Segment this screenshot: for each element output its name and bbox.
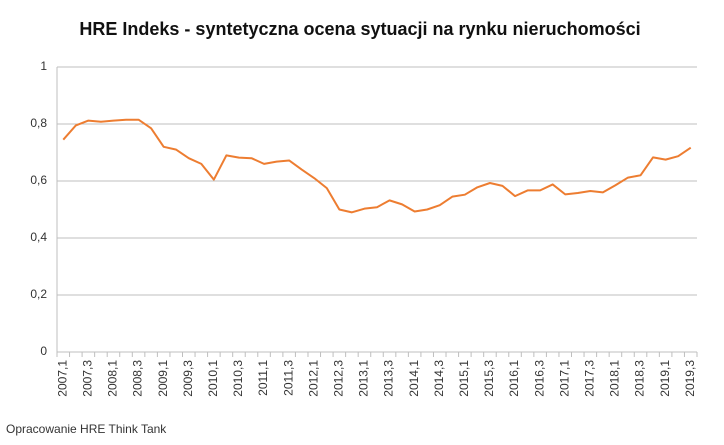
x-tick-label: 2015,3 bbox=[482, 360, 496, 397]
x-tick-label: 2012,3 bbox=[332, 360, 346, 397]
x-tick-label: 2017,3 bbox=[583, 360, 597, 397]
y-tick-label: 0,8 bbox=[30, 116, 47, 130]
x-tick-label: 2009,1 bbox=[156, 360, 170, 397]
y-tick-label: 0,4 bbox=[30, 230, 47, 244]
x-tick-label: 2010,3 bbox=[231, 360, 245, 397]
x-tick-label: 2014,1 bbox=[407, 360, 421, 397]
y-tick-label: 0 bbox=[40, 344, 47, 358]
x-tick-label: 2008,3 bbox=[131, 360, 145, 397]
chart-title: HRE Indeks - syntetyczna ocena sytuacji … bbox=[79, 19, 640, 39]
x-tick-label: 2014,3 bbox=[432, 360, 446, 397]
x-tick-label: 2007,3 bbox=[81, 360, 95, 397]
data-line bbox=[62, 118, 692, 214]
x-tick-label: 2018,3 bbox=[633, 360, 647, 397]
x-tick-label: 2010,1 bbox=[206, 360, 220, 397]
y-tick-label: 0,2 bbox=[30, 287, 47, 301]
x-tick-label: 2009,3 bbox=[181, 360, 195, 397]
x-tick-label: 2019,3 bbox=[683, 360, 697, 397]
x-tick-label: 2016,1 bbox=[507, 360, 521, 397]
x-tick-label: 2007,1 bbox=[55, 360, 69, 397]
x-tick-label: 2011,3 bbox=[281, 360, 295, 396]
x-tick-label: 2012,1 bbox=[306, 360, 320, 397]
source-note: Opracowanie HRE Think Tank bbox=[6, 422, 167, 436]
x-tick-label: 2015,1 bbox=[457, 360, 471, 397]
x-tick-label: 2018,1 bbox=[608, 360, 622, 397]
y-tick-label: 0,6 bbox=[30, 173, 47, 187]
x-tick-label: 2019,1 bbox=[658, 360, 672, 397]
x-tick-label: 2013,3 bbox=[382, 360, 396, 397]
x-tick-label: 2011,1 bbox=[256, 360, 270, 396]
x-tick-label: 2017,1 bbox=[557, 360, 571, 397]
x-tick-label: 2008,1 bbox=[106, 360, 120, 397]
x-tick-label: 2016,3 bbox=[532, 360, 546, 397]
y-tick-label: 1 bbox=[40, 59, 47, 73]
x-tick-label: 2013,1 bbox=[357, 360, 371, 397]
